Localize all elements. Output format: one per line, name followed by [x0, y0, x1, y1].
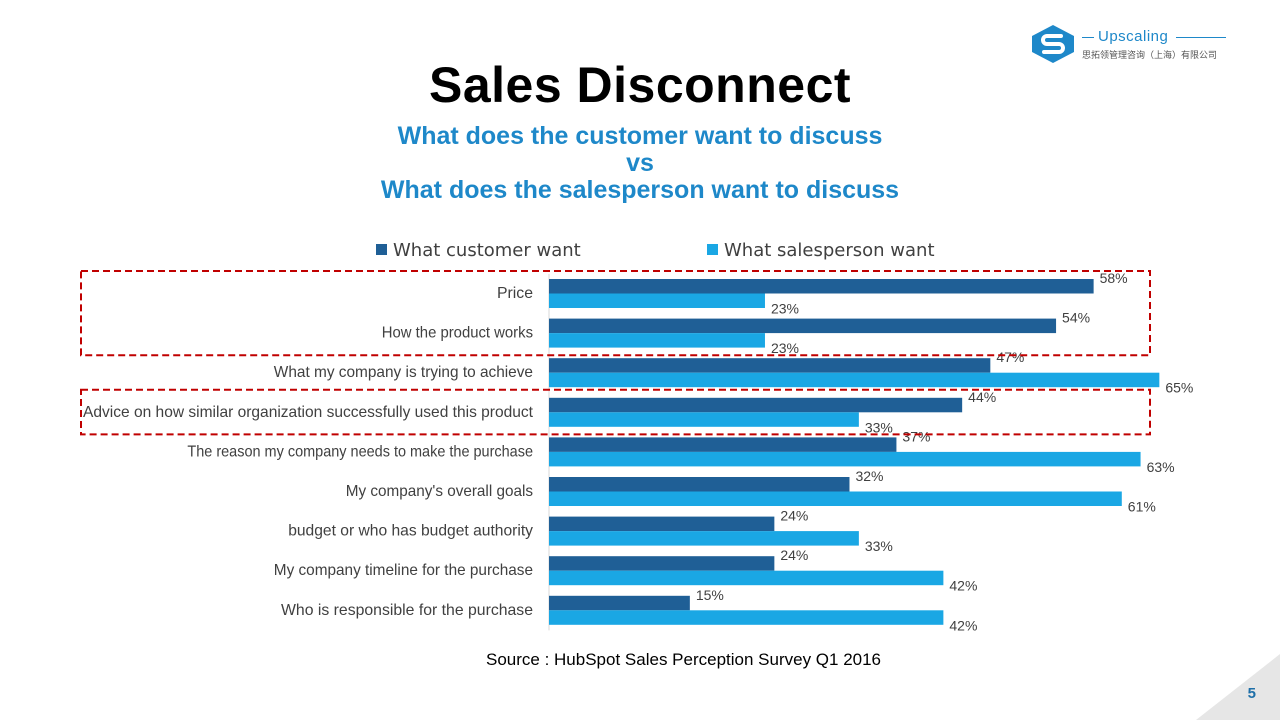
logo-name: Upscaling: [1098, 28, 1169, 45]
bar-customer: [549, 397, 963, 413]
category-label: How the product works: [382, 325, 533, 342]
data-label: 33%: [865, 419, 893, 435]
category-label: Price: [497, 285, 533, 302]
logo-subtitle: 思拓领管理咨询（上海）有限公司: [1082, 50, 1218, 60]
data-label: 65%: [1165, 380, 1193, 396]
data-label: 63%: [1147, 459, 1175, 475]
data-label: 37%: [902, 428, 930, 444]
data-label: 44%: [968, 389, 996, 405]
legend-swatch-2: [707, 244, 718, 255]
highlight-box-2: [80, 388, 1151, 436]
category-label: My company timeline for the purchase: [274, 562, 533, 579]
bar-customer: [549, 279, 1094, 294]
data-label: 23%: [771, 301, 799, 317]
bar-customer: [549, 595, 690, 611]
bar-customer: [549, 556, 775, 571]
source-note: Source : HubSpot Sales Perception Survey…: [486, 650, 882, 669]
page-number: 5: [1247, 685, 1256, 702]
highlight-box-1: [80, 270, 1151, 357]
data-label: 54%: [1062, 310, 1090, 326]
bar-salesperson: [549, 451, 1141, 467]
data-label: 47%: [996, 349, 1024, 365]
bar-salesperson: [549, 491, 1122, 506]
category-label: budget or who has budget authority: [288, 523, 533, 540]
data-label: 61%: [1128, 499, 1156, 515]
data-label: 24%: [780, 508, 808, 524]
bar-salesperson: [549, 412, 859, 427]
data-label: 42%: [949, 617, 977, 633]
logo-line-left: [1082, 37, 1094, 38]
subtitle-line-1: What does the customer want to discuss: [397, 122, 883, 150]
category-label: The reason my company needs to make the …: [187, 443, 533, 460]
data-label: 23%: [771, 340, 799, 356]
category-label: Advice on how similar organization succe…: [83, 404, 534, 421]
category-label: My company's overall goals: [346, 483, 533, 500]
bar-chart: What customer want What salesperson want P…: [80, 240, 1193, 633]
data-label: 58%: [1100, 270, 1128, 286]
data-label: 15%: [696, 587, 724, 603]
page-title: Sales Disconnect: [428, 57, 852, 113]
upscaling-s-logo-icon: [1032, 25, 1074, 63]
bar-salesperson: [549, 570, 944, 586]
corner-decoration: [1196, 654, 1280, 720]
bar-salesperson: [549, 531, 859, 546]
category-label: What my company is trying to achieve: [274, 364, 533, 381]
legend-label-2: What salesperson want: [724, 240, 935, 261]
bar-salesperson: [549, 333, 765, 348]
bar-customer: [549, 516, 775, 532]
bar-customer: [549, 358, 991, 373]
subtitle-line-2: vs: [626, 149, 654, 177]
legend-label-1: What customer want: [393, 240, 581, 261]
bar-salesperson: [549, 372, 1160, 388]
logo-line-right: [1176, 37, 1226, 38]
company-logo: Upscaling 思拓领管理咨询（上海）有限公司: [1030, 24, 1230, 64]
bar-salesperson: [549, 293, 765, 308]
bar-customer: [549, 318, 1057, 334]
data-label: 33%: [865, 538, 893, 554]
bar-customer: [549, 477, 850, 492]
legend-swatch-1: [376, 244, 387, 255]
subtitle-line-3: What does the salesperson want to discus…: [380, 176, 900, 204]
data-label: 24%: [780, 547, 808, 563]
category-label: Who is responsible for the purchase: [281, 602, 533, 619]
data-label: 32%: [855, 468, 883, 484]
bar-customer: [549, 437, 897, 452]
bar-salesperson: [549, 610, 944, 625]
data-label: 42%: [949, 578, 977, 594]
